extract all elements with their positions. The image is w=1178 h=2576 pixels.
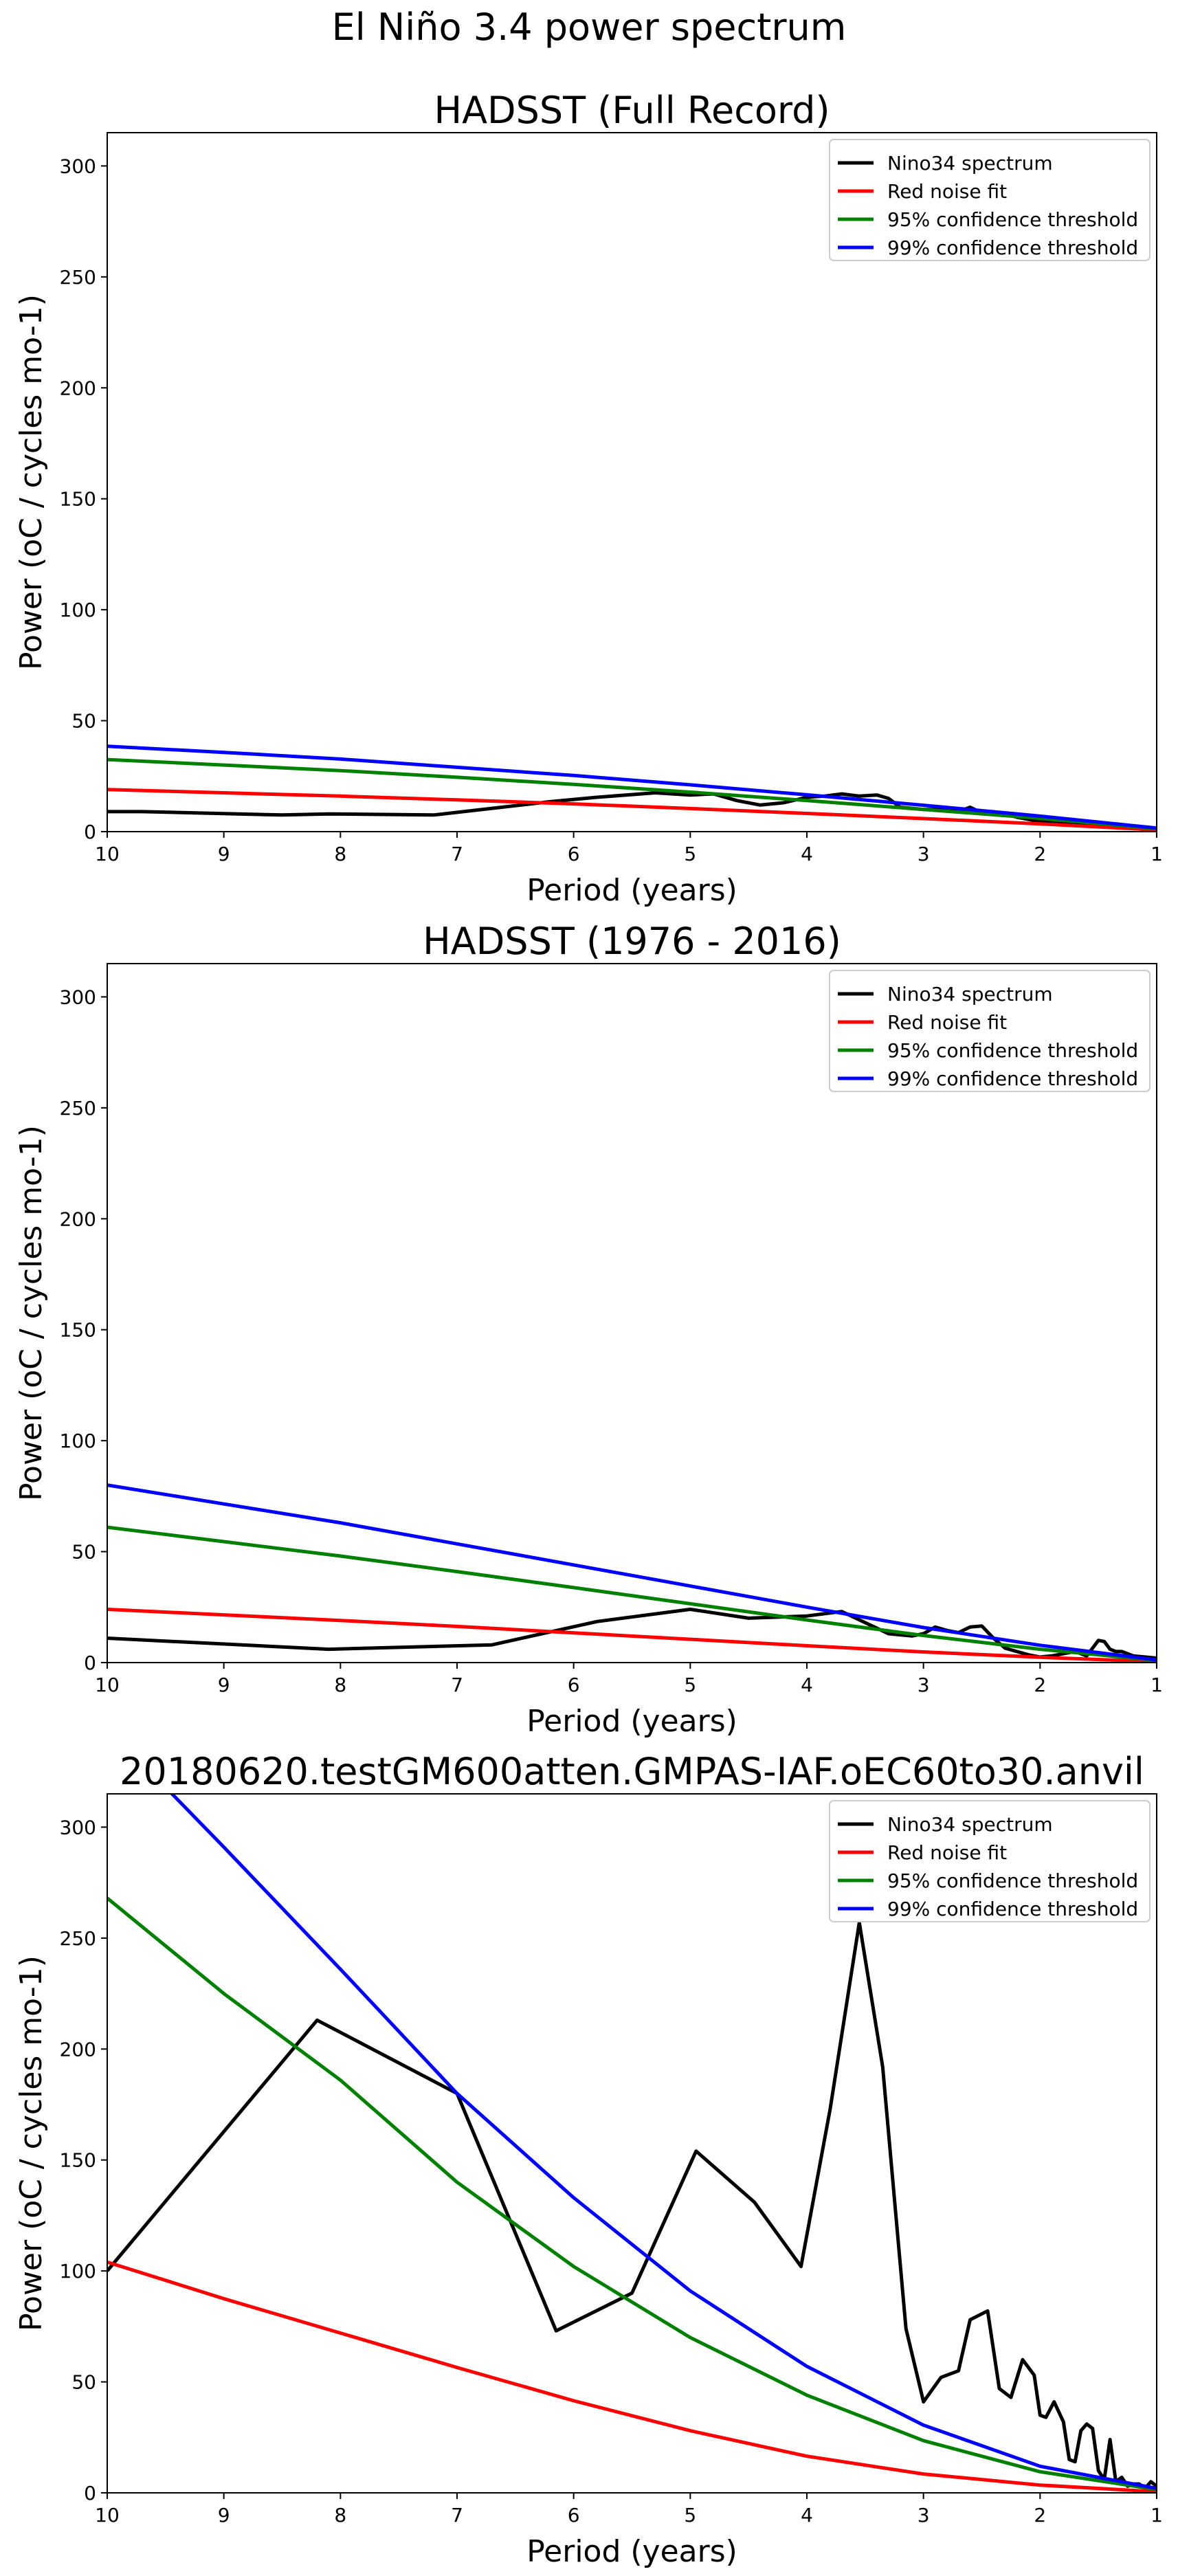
y-tick-label: 50 bbox=[71, 1541, 96, 1564]
legend-label: 99% confidence threshold bbox=[887, 236, 1138, 259]
chart-title: 20180620.testGM600atten.GMPAS-IAF.oEC60t… bbox=[120, 1750, 1144, 1793]
y-axis-label: Power (oC / cycles mo-1) bbox=[14, 1125, 49, 1501]
y-tick-label: 50 bbox=[71, 710, 96, 733]
y-tick-label: 300 bbox=[60, 155, 96, 177]
x-axis-label: Period (years) bbox=[526, 873, 737, 908]
x-tick-label: 9 bbox=[218, 1674, 230, 1696]
y-tick-label: 150 bbox=[60, 1319, 96, 1342]
x-tick-label: 7 bbox=[451, 1674, 463, 1696]
legend: Nino34 spectrum Red noise fit 95% confiden… bbox=[829, 970, 1151, 1092]
x-tick-label: 10 bbox=[95, 1674, 120, 1696]
x-tick-label: 8 bbox=[334, 2504, 346, 2527]
y-tick-label: 300 bbox=[60, 1816, 96, 1839]
chart-panel-3: 20180620.testGM600atten.GMPAS-IAF.oEC60t… bbox=[14, 1750, 1163, 2569]
y-tick-label: 250 bbox=[60, 1097, 96, 1120]
y-tick-label: 100 bbox=[60, 2260, 96, 2283]
legend-label: Nino34 spectrum bbox=[887, 1813, 1053, 1836]
x-tick-label: 4 bbox=[801, 2504, 813, 2527]
chart-panels: HADSST (Full Record)10 9 8 7 6 5 4 3 2 1050100150… bbox=[14, 89, 1163, 2569]
legend: Nino34 spectrum Red noise fit 95% confiden… bbox=[829, 139, 1151, 261]
y-tick-label: 0 bbox=[84, 1652, 96, 1674]
x-tick-label: 2 bbox=[1034, 2504, 1046, 2527]
x-axis-label: Period (years) bbox=[526, 2534, 737, 2569]
chart-panel-1: HADSST (Full Record)10 9 8 7 6 5 4 3 2 1050100150… bbox=[14, 89, 1163, 908]
y-tick-label: 50 bbox=[71, 2371, 96, 2394]
x-tick-label: 9 bbox=[218, 843, 230, 865]
x-tick-label: 7 bbox=[451, 2504, 463, 2527]
y-tick-label: 200 bbox=[60, 2038, 96, 2061]
x-tick-label: 10 bbox=[95, 2504, 120, 2527]
x-tick-label: 3 bbox=[918, 2504, 930, 2527]
series-line bbox=[169, 1794, 1157, 2490]
x-tick-label: 1 bbox=[1151, 2504, 1163, 2527]
legend-label: Red noise fit bbox=[887, 1011, 1007, 1034]
x-tick-label: 4 bbox=[801, 843, 813, 865]
series-line bbox=[107, 788, 1157, 832]
legend-label: Red noise fit bbox=[887, 1841, 1007, 1864]
x-tick-label: 8 bbox=[334, 843, 346, 865]
y-axis-label: Power (oC / cycles mo-1) bbox=[14, 294, 49, 670]
chart-panel-2: HADSST (1976 - 2016)10 9 8 7 6 5 4 3 2 1050100150… bbox=[14, 920, 1163, 1739]
x-tick-label: 6 bbox=[568, 843, 580, 865]
legend-box bbox=[829, 1800, 1151, 1922]
y-tick-label: 0 bbox=[84, 2482, 96, 2505]
legend-label: 99% confidence threshold bbox=[887, 1898, 1138, 1920]
legend-label: 95% confidence threshold bbox=[887, 1869, 1138, 1892]
x-tick-label: 1 bbox=[1151, 843, 1163, 865]
legend-label: Nino34 spectrum bbox=[887, 152, 1053, 175]
x-tick-label: 6 bbox=[568, 1674, 580, 1696]
y-tick-label: 200 bbox=[60, 377, 96, 399]
legend-label: Nino34 spectrum bbox=[887, 983, 1053, 1006]
y-tick-label: 300 bbox=[60, 986, 96, 1008]
plot-frame bbox=[107, 1793, 1157, 2494]
figure-suptitle: El Niño 3.4 power spectrum bbox=[332, 5, 847, 49]
y-tick-label: 250 bbox=[60, 1927, 96, 1950]
y-tick-label: 200 bbox=[60, 1208, 96, 1230]
series-line bbox=[107, 757, 1157, 831]
x-tick-label: 4 bbox=[801, 1674, 813, 1696]
x-tick-label: 6 bbox=[568, 2504, 580, 2527]
x-tick-label: 3 bbox=[918, 843, 930, 865]
x-tick-label: 1 bbox=[1151, 1674, 1163, 1696]
x-tick-label: 8 bbox=[334, 1674, 346, 1696]
x-tick-label: 5 bbox=[684, 1674, 696, 1696]
plot-frame bbox=[107, 963, 1157, 1663]
x-axis-label: Period (years) bbox=[526, 1704, 737, 1739]
y-tick-label: 150 bbox=[60, 2149, 96, 2172]
legend-label: 99% confidence threshold bbox=[887, 1067, 1138, 1090]
series-line bbox=[107, 1896, 1157, 2491]
legend-box bbox=[829, 139, 1151, 261]
x-tick-label: 5 bbox=[684, 843, 696, 865]
x-tick-label: 3 bbox=[918, 1674, 930, 1696]
series-line bbox=[107, 1608, 1157, 1663]
series-line bbox=[107, 1483, 1157, 1662]
y-tick-label: 0 bbox=[84, 821, 96, 843]
legend-label: Red noise fit bbox=[887, 180, 1007, 203]
chart-title: HADSST (1976 - 2016) bbox=[423, 920, 841, 963]
series-line bbox=[107, 2260, 1157, 2493]
plot-frame bbox=[107, 132, 1157, 832]
y-tick-label: 250 bbox=[60, 266, 96, 289]
series-line bbox=[107, 744, 1157, 830]
chart-title: HADSST (Full Record) bbox=[434, 89, 830, 132]
x-tick-label: 7 bbox=[451, 843, 463, 865]
legend-label: 95% confidence threshold bbox=[887, 1039, 1138, 1062]
legend: Nino34 spectrum Red noise fit 95% confiden… bbox=[829, 1800, 1151, 1922]
legend-label: 95% confidence threshold bbox=[887, 208, 1138, 231]
x-tick-label: 9 bbox=[218, 2504, 230, 2527]
y-axis-label: Power (oC / cycles mo-1) bbox=[14, 1955, 49, 2331]
legend-box bbox=[829, 970, 1151, 1092]
x-tick-label: 5 bbox=[684, 2504, 696, 2527]
y-tick-label: 100 bbox=[60, 599, 96, 621]
x-tick-label: 10 bbox=[95, 843, 120, 865]
series-line bbox=[107, 1525, 1157, 1663]
y-tick-label: 100 bbox=[60, 1430, 96, 1452]
x-tick-label: 2 bbox=[1034, 843, 1046, 865]
y-tick-label: 150 bbox=[60, 488, 96, 511]
x-tick-label: 2 bbox=[1034, 1674, 1046, 1696]
